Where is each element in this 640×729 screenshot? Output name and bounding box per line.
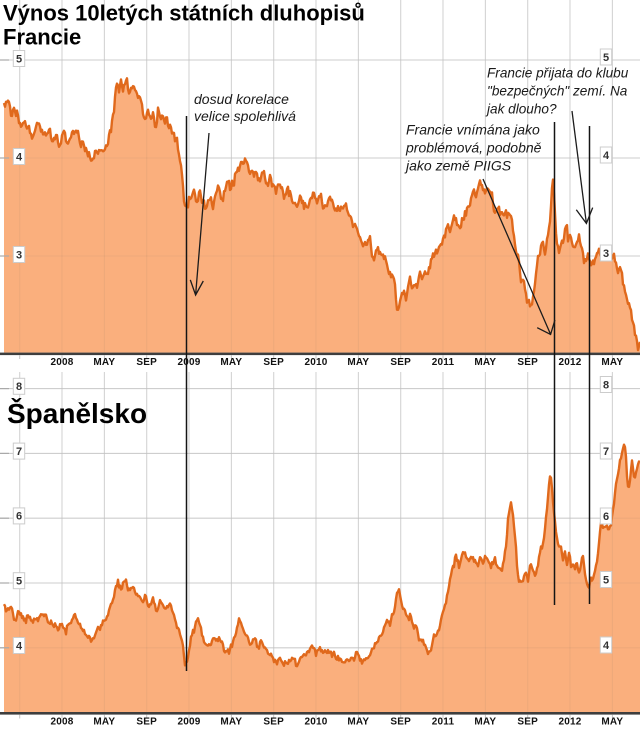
svg-text:4: 4 — [16, 640, 23, 652]
svg-text:2010: 2010 — [304, 357, 327, 368]
svg-text:6: 6 — [16, 511, 22, 523]
svg-text:MAY: MAY — [601, 716, 623, 727]
svg-text:MAY: MAY — [220, 357, 242, 368]
svg-text:2012: 2012 — [558, 357, 581, 368]
svg-text:SEP: SEP — [263, 716, 284, 727]
svg-text:2011: 2011 — [432, 357, 455, 368]
svg-text:MAY: MAY — [93, 357, 115, 368]
svg-text:Španělsko: Španělsko — [7, 397, 147, 429]
svg-text:3: 3 — [16, 249, 22, 261]
svg-text:6: 6 — [603, 511, 609, 523]
svg-text:jak dlouho?: jak dlouho? — [485, 102, 557, 117]
svg-text:jako země PIIGS: jako země PIIGS — [404, 158, 512, 174]
svg-text:SEP: SEP — [517, 357, 538, 368]
svg-text:5: 5 — [16, 53, 22, 65]
svg-text:MAY: MAY — [474, 716, 496, 727]
svg-text:2009: 2009 — [177, 716, 200, 727]
svg-text:MAY: MAY — [93, 716, 115, 727]
svg-text:Výnos 10letých státních dluhop: Výnos 10letých státních dluhopisů — [3, 1, 365, 26]
svg-text:MAY: MAY — [474, 357, 496, 368]
svg-text:5: 5 — [603, 574, 609, 586]
svg-text:Francie vnímána jako: Francie vnímána jako — [406, 122, 540, 138]
svg-text:SEP: SEP — [390, 357, 411, 368]
svg-text:2012: 2012 — [558, 716, 581, 727]
svg-text:SEP: SEP — [136, 357, 157, 368]
svg-text:SEP: SEP — [517, 716, 538, 727]
svg-text:7: 7 — [16, 446, 22, 458]
svg-text:problémová, podobně: problémová, podobně — [405, 140, 542, 156]
svg-text:4: 4 — [16, 151, 23, 163]
svg-text:3: 3 — [603, 248, 609, 260]
svg-text:MAY: MAY — [601, 357, 623, 368]
svg-text:4: 4 — [603, 150, 610, 162]
svg-text:2010: 2010 — [304, 716, 327, 727]
svg-text:"bezpečných" zemí. Na: "bezpečných" zemí. Na — [487, 84, 628, 99]
svg-text:MAY: MAY — [347, 357, 369, 368]
svg-text:5: 5 — [16, 576, 22, 588]
svg-text:MAY: MAY — [347, 716, 369, 727]
svg-text:8: 8 — [16, 381, 22, 393]
svg-text:velice spolehlivá: velice spolehlivá — [194, 108, 296, 124]
svg-text:4: 4 — [603, 640, 610, 652]
svg-text:Francie: Francie — [3, 25, 81, 50]
svg-text:7: 7 — [603, 446, 609, 458]
svg-text:MAY: MAY — [220, 716, 242, 727]
svg-text:SEP: SEP — [136, 716, 157, 727]
svg-text:2011: 2011 — [432, 716, 455, 727]
svg-text:2008: 2008 — [50, 716, 73, 727]
svg-text:2008: 2008 — [50, 357, 73, 368]
svg-text:dosud korelace: dosud korelace — [194, 91, 289, 107]
svg-text:SEP: SEP — [390, 716, 411, 727]
svg-text:8: 8 — [603, 379, 609, 391]
svg-text:Francie přijata do klubu: Francie přijata do klubu — [487, 66, 629, 81]
svg-text:5: 5 — [603, 52, 609, 64]
svg-text:SEP: SEP — [263, 357, 284, 368]
svg-text:2009: 2009 — [177, 357, 200, 368]
